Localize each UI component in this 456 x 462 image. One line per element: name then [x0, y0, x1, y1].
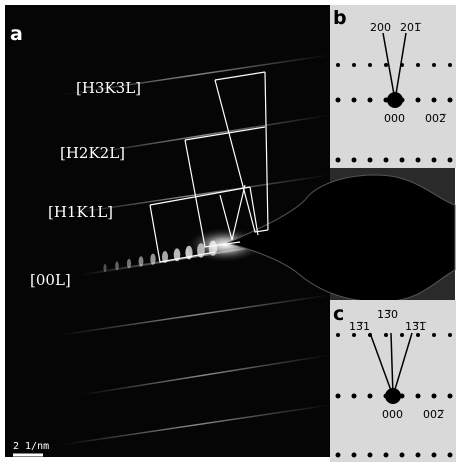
spot [368, 394, 373, 399]
spot [448, 158, 453, 163]
spot [416, 333, 420, 337]
spot-index: 201̅ [400, 21, 422, 34]
spot [400, 453, 405, 458]
spot [352, 158, 357, 163]
spot [336, 394, 341, 399]
spot-index: 200 [370, 21, 391, 34]
scale-bar-label: 2 1/nm [13, 441, 49, 452]
spot [127, 259, 131, 269]
spot-index: 002̅ [425, 112, 447, 125]
spot [336, 63, 340, 67]
spot [416, 98, 421, 103]
spot [432, 63, 436, 67]
spot [115, 261, 119, 270]
panel-label: c [333, 303, 344, 325]
spot [139, 256, 144, 266]
spot [384, 158, 389, 163]
spot [448, 333, 452, 337]
spot [432, 333, 436, 337]
spot-index: 13̅1 [349, 320, 370, 333]
spot-index: 002̅ [423, 408, 445, 421]
panel-label: a [10, 23, 23, 45]
spot [150, 254, 155, 265]
spot [384, 453, 389, 458]
spot [416, 394, 421, 399]
spot-index: 13̅1̅ [405, 320, 427, 333]
panel-label: b [333, 7, 347, 29]
spot [448, 394, 453, 399]
spot [384, 333, 388, 337]
spot-index: 000 [384, 112, 405, 125]
spot [432, 394, 437, 399]
spot [400, 158, 405, 163]
spot [336, 333, 340, 337]
spot [368, 158, 373, 163]
spot [352, 63, 356, 67]
spot [400, 333, 404, 337]
spot [448, 453, 453, 458]
spot [432, 98, 437, 103]
spot [448, 63, 452, 67]
spot [416, 453, 421, 458]
annotation: [H1K1L] [48, 203, 113, 221]
spot [352, 98, 357, 103]
spot [368, 98, 373, 103]
spot [104, 264, 107, 272]
spot [352, 453, 357, 458]
spot [432, 158, 437, 163]
spot [384, 63, 388, 67]
spot [448, 98, 453, 103]
spot [368, 453, 373, 458]
annotation: [H2K2L] [60, 144, 125, 162]
spot [336, 158, 341, 163]
spot [352, 333, 356, 337]
spot-index: 000 [382, 408, 403, 421]
annotation: [H3K3L] [76, 79, 141, 97]
spot [432, 453, 437, 458]
spot [352, 394, 357, 399]
spot [416, 158, 421, 163]
annotation: [00L] [30, 271, 71, 289]
spot [368, 63, 372, 67]
spot [336, 453, 341, 458]
spot [336, 98, 341, 103]
spot-index: 13̅0 [377, 308, 398, 321]
figure: a [H3K3L] [H2K2L] [H1K1L] [00L] 2 1/nm b… [0, 0, 456, 462]
spot [416, 63, 420, 67]
